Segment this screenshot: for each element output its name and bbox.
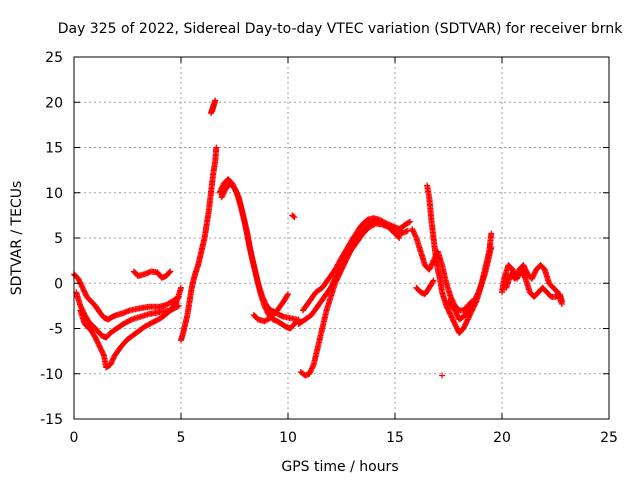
- data-point: [167, 268, 174, 275]
- series-trace-o: [413, 277, 437, 298]
- y-axis-label: SDTVAR / TECUs: [9, 181, 25, 296]
- series-trace-f: [207, 97, 219, 117]
- data-point: [284, 292, 291, 299]
- data-point: [127, 317, 134, 324]
- x-axis-label: GPS time / hours: [281, 459, 398, 475]
- series-trace-b: [73, 289, 182, 341]
- y-tick-label: -10: [40, 367, 63, 383]
- data-point: [439, 372, 446, 379]
- data-point: [175, 302, 182, 309]
- x-tick-label: 0: [70, 430, 79, 446]
- data-point: [558, 301, 565, 308]
- data-point: [412, 233, 419, 240]
- data-point: [166, 269, 173, 276]
- series-trace-j: [289, 212, 298, 221]
- y-tick-label: 0: [54, 276, 63, 292]
- data-point: [429, 278, 436, 285]
- x-tick-label: 20: [493, 430, 511, 446]
- data-point: [235, 192, 242, 199]
- data-point: [488, 230, 495, 237]
- x-tick-label: 25: [600, 430, 618, 446]
- series-trace-c: [77, 284, 184, 371]
- series-trace-r: [439, 372, 446, 379]
- data-point: [310, 362, 317, 369]
- data-point: [290, 213, 297, 220]
- series-trace-t: [503, 262, 565, 308]
- chart-title: Day 325 of 2022, Sidereal Day-to-day VTE…: [58, 21, 623, 37]
- y-tick-label: 25: [45, 50, 63, 66]
- data-point: [100, 351, 107, 358]
- series-trace-m: [299, 215, 413, 314]
- data-point: [430, 277, 437, 284]
- data-point: [291, 214, 298, 221]
- series-trace-q: [445, 244, 495, 323]
- data-point: [488, 244, 495, 251]
- series-trace-a: [71, 271, 182, 323]
- data-point: [178, 284, 184, 291]
- series-trace-e: [178, 144, 220, 344]
- data-point: [405, 219, 412, 226]
- data-point: [209, 108, 216, 115]
- series-trace-i: [250, 291, 291, 325]
- y-tick-label: 10: [45, 186, 63, 202]
- data-points: [71, 97, 565, 379]
- data-point: [285, 291, 291, 298]
- axis-ticks: 0 5 10 15 20 25 -15 -10 -5 0 5 10 15 20 25: [40, 50, 618, 446]
- x-tick-label: 10: [279, 430, 297, 446]
- data-point: [521, 274, 528, 281]
- y-tick-label: 20: [45, 95, 63, 111]
- data-point: [213, 144, 220, 151]
- y-tick-label: 5: [54, 231, 63, 247]
- x-tick-label: 15: [386, 430, 404, 446]
- series-trace-d: [130, 268, 174, 281]
- data-point: [406, 218, 413, 225]
- x-tick-label: 5: [177, 430, 186, 446]
- grid: [74, 57, 609, 419]
- y-tick-label: -15: [40, 412, 63, 428]
- y-tick-label: 15: [45, 141, 63, 157]
- y-tick-label: -5: [49, 322, 63, 338]
- series-trace-h: [218, 180, 302, 332]
